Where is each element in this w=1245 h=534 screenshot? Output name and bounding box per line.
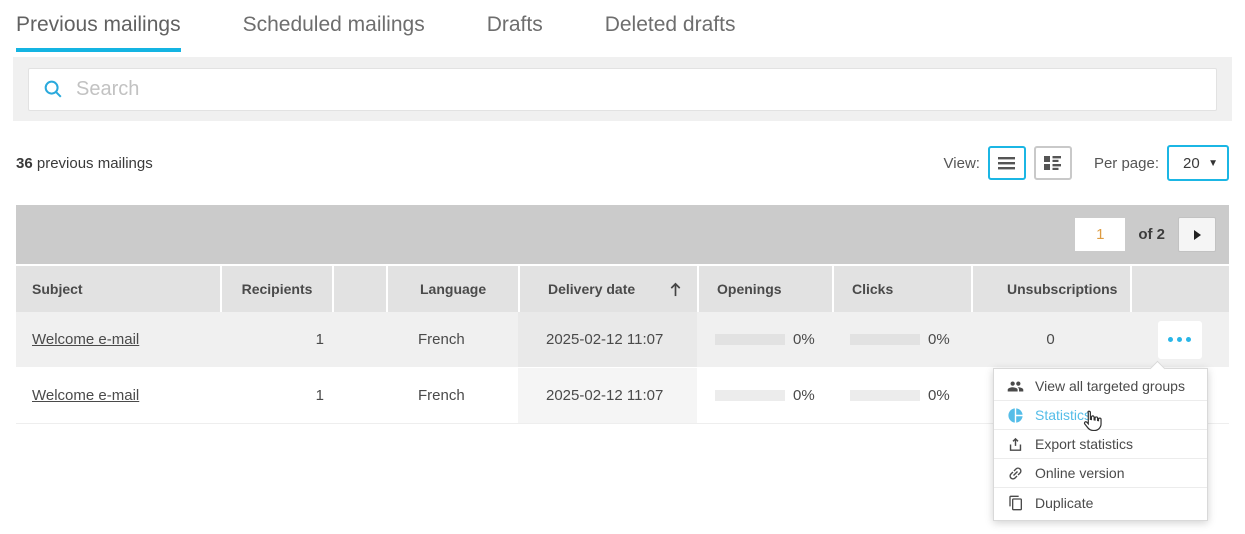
summary-count: 36 (16, 154, 33, 172)
menu-item-label: Duplicate (1035, 494, 1094, 511)
subject-cell: Welcome e-mail (16, 368, 220, 423)
subject-cell: Welcome e-mail (16, 312, 220, 367)
recipients-value: 1 (315, 331, 324, 348)
column-header-delivery-date[interactable]: Delivery date (518, 266, 697, 312)
per-page-select[interactable]: 20 ▼ (1167, 145, 1229, 181)
clicks-progress-bar (850, 390, 920, 401)
chevron-down-icon: ▼ (1208, 157, 1218, 169)
tab-bar: Previous mailings Scheduled mailings Dra… (0, 0, 1245, 52)
grid-view-button[interactable] (1033, 146, 1072, 180)
empty-cell (332, 312, 386, 367)
pagination-bar: of 2 (16, 205, 1229, 264)
grid-view-icon (1044, 156, 1062, 170)
clicks-cell: 0% (832, 312, 971, 367)
column-header-openings[interactable]: Openings (697, 266, 832, 312)
openings-cell: 0% (697, 312, 832, 367)
delivery-date-value: 2025-02-12 11:07 (518, 368, 697, 423)
cursor-pointer-icon (1080, 408, 1106, 439)
language-value: French (418, 387, 465, 404)
row-actions-context-menu: View all targeted groups Statistics Expo… (993, 368, 1208, 521)
page-number-input[interactable] (1075, 218, 1126, 251)
menu-item-online-version[interactable]: Online version (994, 459, 1207, 488)
tab-previous-mailings[interactable]: Previous mailings (16, 13, 181, 52)
pie-chart-icon (1007, 407, 1024, 424)
menu-item-view-all-targeted-groups[interactable]: View all targeted groups (994, 372, 1207, 401)
openings-cell: 0% (697, 368, 832, 423)
column-header-unsubscriptions[interactable]: Unsubscriptions (971, 266, 1130, 312)
table-row: Welcome e-mail 1 French 2025-02-12 11:07… (16, 312, 1229, 368)
menu-item-label: Online version (1035, 465, 1125, 481)
column-header-clicks[interactable]: Clicks (832, 266, 971, 312)
search-box[interactable] (28, 67, 1217, 111)
search-icon (44, 80, 62, 98)
summary-label: previous mailings (36, 154, 153, 172)
clicks-percent: 0% (928, 331, 950, 348)
users-icon (1007, 378, 1024, 395)
actions-cell (1130, 312, 1229, 367)
mailings-table: of 2 Subject Recipients Language Deliver… (16, 205, 1229, 424)
menu-item-duplicate[interactable]: Duplicate (994, 488, 1207, 517)
export-icon (1007, 436, 1024, 453)
openings-percent: 0% (793, 331, 815, 348)
language-value: French (418, 331, 465, 348)
column-header-language[interactable]: Language (386, 266, 518, 312)
per-page-label: Per page: (1093, 154, 1159, 172)
delivery-date-value: 2025-02-12 11:07 (518, 312, 697, 367)
menu-item-label: Export statistics (1035, 436, 1134, 452)
tab-scheduled-mailings[interactable]: Scheduled mailings (242, 13, 425, 36)
list-view-button[interactable] (987, 146, 1026, 180)
view-label: View: (943, 154, 980, 172)
clicks-percent: 0% (928, 387, 950, 404)
recipients-value: 1 (315, 387, 324, 404)
page-count-label: of 2 (1138, 226, 1165, 243)
openings-progress-bar (715, 390, 785, 401)
menu-item-label: View all targeted groups (1035, 378, 1185, 394)
menu-item-statistics[interactable]: Statistics (994, 401, 1207, 430)
column-header-recipients[interactable]: Recipients (220, 266, 332, 312)
unsubscriptions-value: 0 (1046, 331, 1055, 348)
link-icon (1007, 465, 1024, 482)
column-header-actions (1130, 266, 1229, 312)
openings-percent: 0% (793, 387, 815, 404)
column-header-empty (332, 266, 386, 312)
openings-progress-bar (715, 334, 785, 345)
next-page-button[interactable] (1178, 217, 1216, 252)
ellipsis-icon (1166, 337, 1193, 342)
row-actions-button[interactable] (1157, 320, 1202, 359)
search-input[interactable] (76, 77, 1203, 101)
duplicate-icon (1007, 494, 1024, 511)
tab-drafts[interactable]: Drafts (486, 13, 543, 36)
menu-item-export-statistics[interactable]: Export statistics (994, 430, 1207, 459)
table-header: Subject Recipients Language Delivery dat… (16, 266, 1229, 312)
column-header-subject[interactable]: Subject (16, 266, 220, 312)
subject-link[interactable]: Welcome e-mail (32, 331, 140, 348)
chevron-right-icon (1193, 229, 1201, 240)
list-view-icon (998, 157, 1016, 170)
empty-cell (332, 368, 386, 423)
delivery-date-header-label: Delivery date (548, 281, 636, 297)
view-controls: View: Per page: 20 ▼ (944, 145, 1229, 181)
summary-row: 36 previous mailings View: Per page: 20 (16, 121, 1229, 205)
subject-link[interactable]: Welcome e-mail (32, 387, 140, 404)
per-page-value: 20 (1183, 154, 1200, 172)
mailings-count-summary: 36 previous mailings (16, 155, 153, 172)
tab-deleted-drafts[interactable]: Deleted drafts (604, 13, 736, 36)
sort-ascending-icon (668, 281, 683, 298)
clicks-cell: 0% (832, 368, 971, 423)
search-bar-container (13, 57, 1232, 121)
menu-item-label: Statistics (1035, 407, 1092, 423)
clicks-progress-bar (850, 334, 920, 345)
